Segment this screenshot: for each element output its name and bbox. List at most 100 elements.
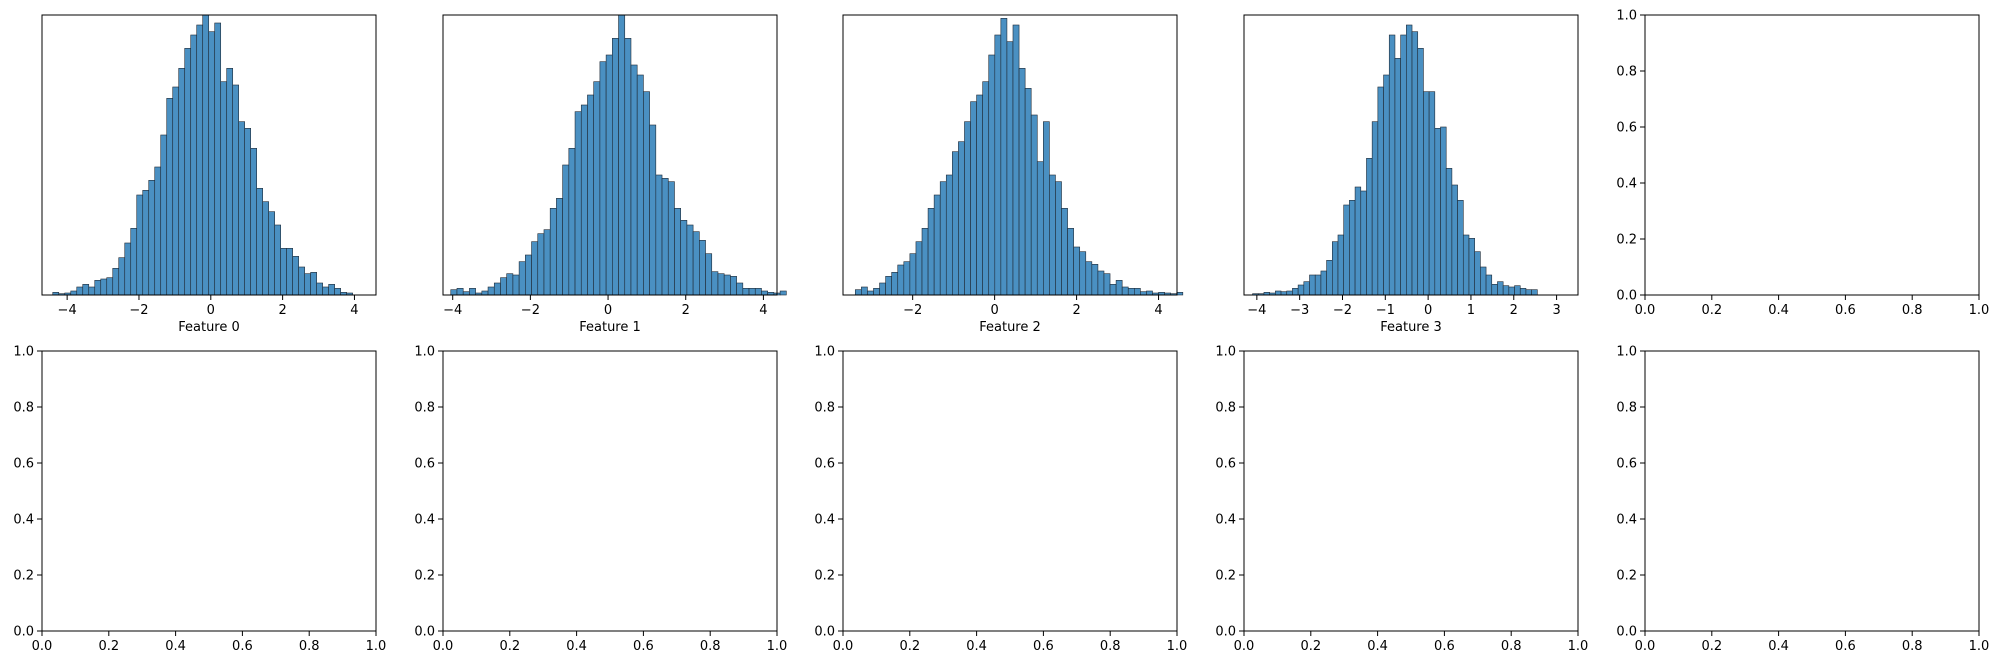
axes-frame: [1644, 14, 1980, 296]
histogram-bar: [1332, 241, 1339, 296]
x-tick-label: 0.2: [899, 639, 920, 654]
histogram-bar: [903, 261, 911, 296]
axes-frame: [842, 350, 1178, 632]
histogram-bar: [661, 178, 669, 296]
y-tick-label: 0.6: [13, 457, 34, 472]
histogram-bar: [574, 111, 582, 296]
x-tick-label: 0.0: [1635, 303, 1656, 318]
x-tick-label: 2: [682, 303, 690, 318]
histogram-bar: [1024, 88, 1032, 296]
histogram-bar: [456, 288, 464, 296]
histogram-bar: [593, 81, 601, 296]
histogram-bar: [531, 241, 539, 296]
histogram-bar: [106, 277, 114, 296]
histogram-bar: [556, 198, 563, 296]
axes-frame: [1243, 350, 1579, 632]
x-tick-label: −4: [443, 303, 462, 318]
histogram-bar: [1406, 24, 1413, 296]
histogram-bar: [172, 86, 180, 296]
histogram-bar: [988, 54, 996, 296]
x-tick-label: −4: [58, 303, 77, 318]
histogram-bar: [680, 220, 688, 296]
histogram-bar: [250, 148, 257, 296]
histogram-bar: [226, 68, 234, 296]
histogram-bar: [1411, 31, 1419, 296]
axes-frame: [41, 350, 377, 632]
y-tick-label: 0.4: [814, 513, 835, 528]
x-tick-label: 0.2: [1300, 639, 1321, 654]
histogram-bar: [1085, 261, 1093, 296]
histogram-bar: [196, 24, 204, 296]
histogram-bar: [1462, 234, 1470, 296]
x-tick-label: 1.0: [1969, 639, 1990, 654]
x-tick-label: 1.0: [1167, 639, 1188, 654]
histogram-bar: [1497, 281, 1504, 296]
histogram-bar: [1474, 251, 1481, 296]
x-tick-label: 0.4: [165, 639, 186, 654]
histogram-bar: [244, 128, 251, 296]
histogram-bar: [612, 38, 619, 296]
histogram-bar: [958, 141, 965, 296]
y-tick-label: 0.6: [1616, 457, 1637, 472]
histogram-bar: [952, 151, 959, 296]
histogram-bar: [487, 286, 495, 296]
histogram-bar: [118, 257, 126, 296]
x-tick-label: 2: [1072, 303, 1080, 318]
histogram-bar: [915, 241, 923, 296]
x-tick-label: 0.0: [32, 639, 53, 654]
histogram-bar: [1485, 274, 1493, 296]
histogram-bar: [232, 84, 239, 296]
histogram-bar: [1388, 34, 1396, 296]
y-tick-label: 1.0: [13, 345, 34, 360]
histogram-bar: [736, 282, 744, 296]
histogram-bar: [982, 81, 990, 296]
histogram-bar: [1514, 285, 1521, 296]
y-tick-label: 0.4: [1616, 513, 1637, 528]
histogram-bar: [262, 201, 269, 296]
histogram-bar: [580, 104, 588, 296]
y-tick-label: 0.8: [1616, 401, 1637, 416]
histogram-bar: [1468, 238, 1475, 296]
histogram-bar: [1079, 251, 1087, 296]
histogram-bar: [723, 274, 731, 296]
histogram-bar: [667, 181, 675, 296]
x-tick-label: 0.0: [833, 639, 854, 654]
histogram-bar: [587, 94, 594, 296]
histogram-feature-2-axes: −2 0 2 4 Feature 2: [842, 14, 1184, 335]
y-tick-label: 1.0: [1616, 9, 1637, 24]
x-tick-label: −2: [129, 303, 148, 318]
histogram-bar: [705, 253, 713, 296]
histogram-bar: [148, 180, 156, 296]
y-tick-label: 0.2: [13, 569, 34, 584]
histogram-bar: [1286, 290, 1293, 296]
histogram-bar: [699, 240, 706, 296]
histogram-bar: [100, 278, 108, 296]
histogram-bar: [1434, 128, 1441, 296]
histogram-bar: [512, 274, 520, 296]
histogram-bar: [70, 290, 78, 296]
histogram-feature-3-axes: −4 −3 −2 −1 0 1 2 3 Feature 3: [1243, 14, 1579, 335]
histogram-bar: [897, 264, 905, 296]
x-tick-label: 0.4: [1768, 639, 1789, 654]
histogram-bar: [873, 288, 880, 296]
histogram-bar: [1109, 284, 1117, 296]
histogram-bar: [927, 208, 935, 296]
x-tick-label: 0.6: [1835, 303, 1856, 318]
x-tick-label: 0.6: [1835, 639, 1856, 654]
axes-frame: [842, 14, 1178, 296]
y-tick-label: 0.0: [1616, 625, 1637, 640]
x-tick-label: 2: [278, 303, 286, 318]
x-tick-label: 0.0: [1234, 639, 1255, 654]
histogram-bar: [1036, 161, 1044, 296]
axes-frame: [442, 14, 778, 296]
histogram-bar: [1000, 18, 1008, 296]
histogram-bar: [322, 286, 329, 296]
x-tick-label: −3: [1290, 303, 1309, 318]
x-tick-label: 1.0: [1568, 639, 1589, 654]
histogram-bar: [891, 272, 899, 296]
histogram-bar: [202, 14, 210, 296]
histogram-bar: [160, 134, 168, 296]
histogram-bar: [274, 224, 281, 296]
empty-row2-col1-axes: 0.0 0.2 0.4 0.6 0.8 1.0 0.0 0.2 0.4 0.6 0.8 1.0: [13, 345, 386, 655]
y-tick-label: 0.0: [414, 625, 435, 640]
